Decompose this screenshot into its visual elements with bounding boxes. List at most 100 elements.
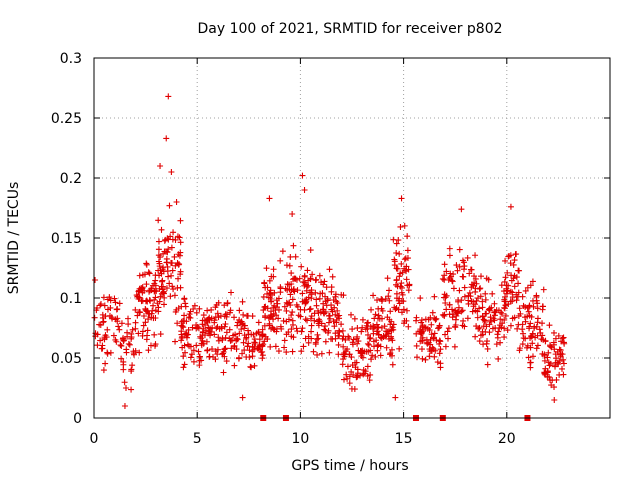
data-point	[244, 343, 251, 350]
data-point	[431, 293, 438, 300]
data-point	[255, 328, 262, 335]
data-point	[176, 261, 183, 268]
data-point	[473, 280, 480, 287]
data-point	[399, 291, 406, 298]
data-point	[507, 203, 514, 210]
data-point	[112, 299, 119, 306]
data-point	[150, 302, 157, 309]
data-point	[391, 262, 398, 269]
data-point	[334, 312, 341, 319]
data-point	[454, 267, 461, 274]
data-point	[272, 343, 279, 350]
data-point	[444, 335, 451, 342]
data-point	[299, 172, 306, 179]
data-point	[541, 370, 548, 377]
data-point	[529, 340, 536, 347]
data-point	[191, 302, 198, 309]
data-point	[474, 314, 481, 321]
data-point	[522, 335, 529, 342]
data-point	[186, 343, 193, 350]
data-point	[476, 338, 483, 345]
data-point	[526, 312, 533, 319]
data-point	[275, 348, 282, 355]
data-point	[453, 313, 460, 320]
data-point	[340, 292, 347, 299]
data-point	[177, 217, 184, 224]
data-point	[185, 314, 192, 321]
data-point	[560, 356, 567, 363]
data-point	[128, 368, 135, 375]
data-point	[414, 354, 421, 361]
data-point	[315, 335, 322, 342]
data-point	[169, 283, 176, 290]
data-point	[187, 314, 194, 321]
data-point	[213, 301, 220, 308]
data-point	[456, 246, 463, 253]
data-point	[183, 318, 190, 325]
data-point	[404, 247, 411, 254]
data-point	[489, 290, 496, 297]
data-point	[143, 297, 150, 304]
data-point	[441, 261, 448, 268]
data-point	[488, 318, 495, 325]
data-point	[373, 337, 380, 344]
data-point	[558, 365, 565, 372]
data-point	[493, 341, 500, 348]
data-point	[364, 372, 371, 379]
data-point	[479, 304, 486, 311]
data-point	[259, 352, 266, 359]
data-point	[377, 343, 384, 350]
data-point	[404, 233, 411, 240]
data-point	[434, 359, 441, 366]
data-point	[365, 319, 372, 326]
data-point	[168, 272, 175, 279]
data-point	[417, 295, 424, 302]
data-point	[144, 327, 151, 334]
data-point	[203, 327, 210, 334]
data-point	[222, 345, 229, 352]
data-point	[354, 325, 361, 332]
data-point	[322, 338, 329, 345]
data-point	[363, 322, 370, 329]
data-point	[223, 358, 230, 365]
data-point	[502, 274, 509, 281]
data-point	[556, 346, 563, 353]
data-point	[260, 307, 267, 314]
data-point	[364, 340, 371, 347]
data-point	[516, 267, 523, 274]
data-point	[397, 270, 404, 277]
data-point	[157, 254, 164, 261]
data-point	[379, 296, 386, 303]
data-point	[428, 321, 435, 328]
data-point	[129, 362, 136, 369]
data-point	[157, 293, 164, 300]
data-point	[279, 248, 286, 255]
data-point	[394, 265, 401, 272]
data-point	[544, 354, 551, 361]
data-point	[338, 321, 345, 328]
data-point	[516, 345, 523, 352]
data-point	[467, 293, 474, 300]
data-point	[259, 342, 266, 349]
data-point	[546, 322, 553, 329]
data-point	[101, 336, 108, 343]
data-point	[266, 277, 273, 284]
data-point	[264, 336, 271, 343]
data-point	[198, 335, 205, 342]
data-point	[116, 300, 123, 307]
data-point	[507, 288, 514, 295]
data-point	[534, 342, 541, 349]
data-point	[285, 316, 292, 323]
data-point	[431, 330, 438, 337]
data-point	[522, 287, 529, 294]
y-tick-label: 0.3	[60, 51, 82, 67]
data-point	[525, 308, 532, 315]
data-point	[146, 270, 153, 277]
data-point	[227, 307, 234, 314]
data-point	[480, 316, 487, 323]
data-point	[235, 355, 242, 362]
data-point	[120, 358, 127, 365]
data-point	[165, 246, 172, 253]
data-point	[167, 259, 174, 266]
data-point	[328, 302, 335, 309]
